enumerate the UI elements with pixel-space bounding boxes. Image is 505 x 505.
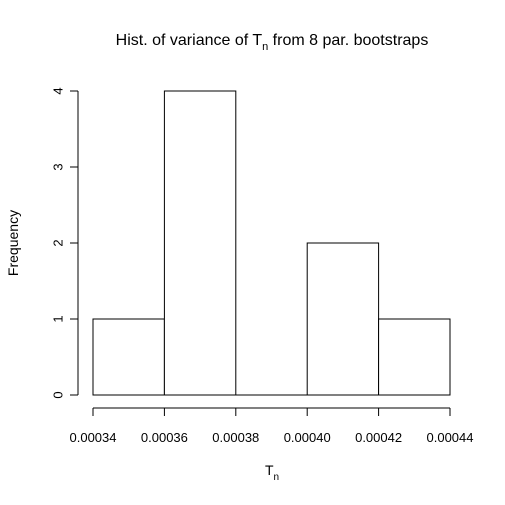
x-axis: 0.00034 0.00036 0.00038 0.00040 0.00042 0.000… (70, 407, 474, 445)
histogram-bar-3 (306, 242, 380, 396)
y-axis: 0 1 2 3 4 (51, 87, 79, 399)
x-tick-label-5: 0.00044 (427, 430, 474, 445)
y-tick-label-4: 4 (51, 87, 66, 94)
x-axis-label: Tn (265, 462, 279, 483)
x-axis-label-main: T (265, 462, 274, 478)
y-tick-label-0: 0 (51, 391, 66, 398)
y-tick-label-2: 2 (51, 239, 66, 246)
x-tick-label-2: 0.00038 (212, 430, 259, 445)
x-tick-label-1: 0.00036 (141, 430, 188, 445)
x-tick-label-0: 0.00034 (70, 430, 117, 445)
histogram-bar-0 (92, 318, 165, 396)
chart-title-rest: from 8 par. bootstraps (268, 32, 428, 49)
y-tick-label-1: 1 (51, 315, 66, 322)
histogram-bar-1 (163, 90, 237, 396)
x-axis-label-subscript: n (274, 472, 280, 483)
y-tick-label-3: 3 (51, 163, 66, 170)
histogram-bar-4 (378, 318, 451, 396)
chart-title: Hist. of variance of Tn from 8 par. boot… (116, 32, 429, 53)
chart-title-main: Hist. of variance of T (116, 32, 263, 49)
chart-title-subscript: n (262, 41, 268, 53)
y-axis-label: Frequency (5, 210, 21, 276)
x-tick-label-3: 0.00040 (284, 430, 331, 445)
bars-group (92, 90, 451, 396)
x-tick-label-4: 0.00042 (355, 430, 402, 445)
